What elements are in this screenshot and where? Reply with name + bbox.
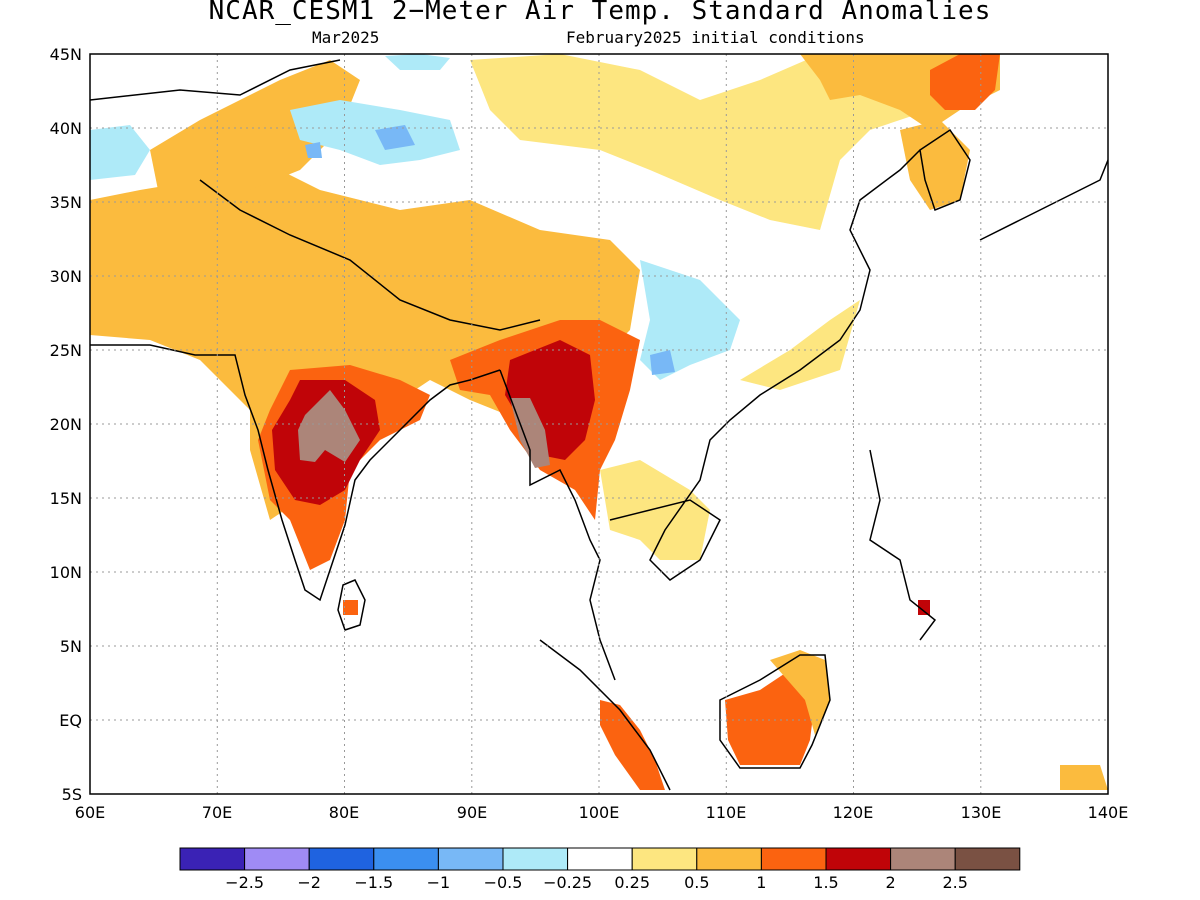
colorbar-swatch: [631, 847, 698, 871]
colorbar-tick-label: −2: [297, 873, 321, 892]
coastline-philippines: [869, 449, 937, 641]
initial-conditions-label: February2025 initial conditions: [566, 28, 865, 47]
anomaly-region-tibet-west: [90, 160, 640, 520]
colorbar-tick-label: 2.5: [942, 873, 967, 892]
anomaly-region-southeast-china-warm: [740, 300, 860, 390]
lon-axis-labels: 60E 70E 80E 90E 100E 110E 120E 130E 140E: [75, 803, 1129, 822]
lat-label: 15N: [50, 489, 82, 508]
lon-label: 130E: [961, 803, 1002, 822]
colorbar-swatch: [567, 847, 633, 871]
colorbar-swatch: [179, 847, 246, 871]
anomaly-region-thailand-warm: [600, 460, 710, 560]
colorbar-tick-label: −2.5: [225, 873, 264, 892]
anomaly-region-yunnan-cool-core: [650, 350, 675, 375]
colorbar-swatch: [502, 847, 569, 871]
colorbar-tick-label: 1.5: [813, 873, 838, 892]
colorbar-tick-label: 2: [886, 873, 896, 892]
coastline-japan: [979, 159, 1108, 241]
border-himalaya: [199, 179, 541, 331]
anomaly-region-tarim-cool: [290, 100, 460, 165]
colorbar-swatch: [244, 847, 310, 871]
anomaly-region-kazakh-cool: [90, 125, 150, 180]
coastline-sri-lanka: [337, 579, 366, 631]
colorbar-tick-label: 1: [756, 873, 766, 892]
lon-label: 70E: [202, 803, 232, 822]
lat-label: 25N: [50, 341, 82, 360]
anomaly-region-mongolia-warm: [470, 54, 1000, 230]
anomaly-region-new-guinea: [1060, 765, 1108, 790]
coastlines: [90, 59, 1108, 791]
colorbar-tick-label: −1.5: [354, 873, 393, 892]
lat-label: 5S: [62, 785, 82, 804]
coastline-korea: [919, 128, 971, 211]
anomaly-region-sri-lanka: [343, 600, 358, 615]
coastline-india: [90, 344, 501, 602]
colorbar-swatch: [760, 847, 827, 871]
lat-label: 30N: [50, 267, 82, 286]
anomaly-region-north-cool: [385, 54, 450, 70]
coastline-mainland-sea: [499, 369, 616, 681]
map-frame: [89, 53, 1109, 795]
anomaly-region-mindanao: [918, 600, 930, 615]
lat-label: 5N: [60, 637, 82, 656]
colorbar-tick-label: 0.5: [684, 873, 709, 892]
coastline-indochina: [609, 149, 921, 581]
anomaly-region-tarim-cool-core: [375, 125, 415, 150]
anomaly-shading: [90, 54, 1108, 790]
colorbar-swatch: [308, 847, 375, 871]
lon-label: 110E: [706, 803, 747, 822]
colorbar-swatch: [437, 847, 504, 871]
anomaly-region-borneo-rim: [770, 650, 830, 735]
colorbar-tick-label: −1: [427, 873, 451, 892]
lat-label: 20N: [50, 415, 82, 434]
anomaly-region-sumatra: [600, 700, 665, 790]
map-title: NCAR_CESM1 2−Meter Air Temp. Standard An…: [208, 0, 992, 26]
grid-lines: [90, 54, 1108, 794]
colorbar-swatch: [373, 847, 439, 871]
colorbar-tick-label: −0.25: [543, 873, 592, 892]
anomaly-region-tarim-cool-spot: [305, 142, 322, 158]
lat-label: 40N: [50, 119, 82, 138]
coastline-borneo: [719, 654, 831, 769]
lon-label: 100E: [579, 803, 620, 822]
lon-label: 80E: [329, 803, 359, 822]
forecast-month: Mar2025: [312, 28, 380, 47]
border-central-asia: [90, 59, 341, 101]
lat-label: 10N: [50, 563, 82, 582]
colorbar-tick-label: 0.25: [614, 873, 650, 892]
anomaly-region-korea-warm: [900, 120, 970, 210]
lat-label: 45N: [50, 45, 82, 64]
lon-label: 60E: [75, 803, 105, 822]
anomaly-region-borneo: [725, 660, 815, 765]
lon-label: 120E: [833, 803, 874, 822]
lat-label: 35N: [50, 193, 82, 212]
anomaly-region-myanmar-peak: [510, 398, 550, 468]
coastline-sumatra: [539, 639, 671, 791]
lat-axis-labels: 45N 40N 35N 30N 25N 20N 15N 10N 5N EQ 5S: [50, 45, 82, 804]
anomaly-region-northeast-china-core: [930, 54, 1000, 110]
colorbar-swatch: [954, 847, 1021, 871]
colorbar-swatch: [825, 847, 892, 871]
anomaly-region-pakistan-north: [150, 60, 360, 200]
lat-label: EQ: [59, 711, 82, 730]
colorbar: −2.5 −2 −1.5 −1 −0.5 −0.25 0.25 0.5 1 1.5 2 2.5: [179, 847, 1021, 892]
colorbar-swatch: [696, 847, 762, 871]
colorbar-tick-label: −0.5: [484, 873, 523, 892]
colorbar-swatch: [890, 847, 956, 871]
lon-label: 140E: [1088, 803, 1129, 822]
lon-label: 90E: [457, 803, 487, 822]
